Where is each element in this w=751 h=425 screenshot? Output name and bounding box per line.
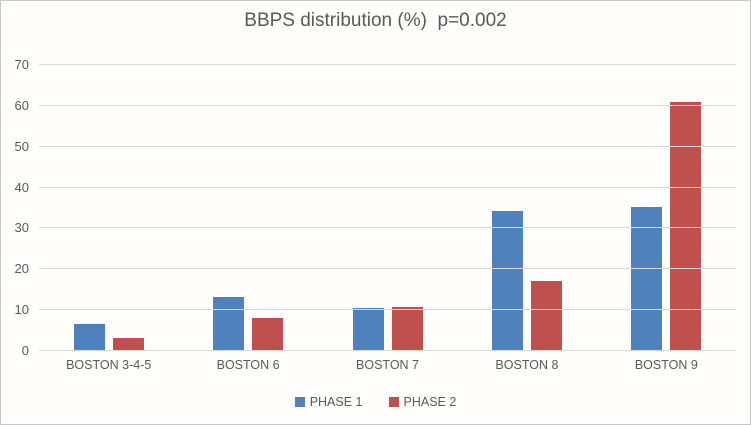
bar-groups [39, 65, 736, 351]
y-axis-tick-label-30: 30 [14, 220, 29, 236]
bar-phase-1-boston-6 [213, 296, 245, 351]
gridline-60 [39, 104, 736, 106]
bar-group-boston-9 [597, 65, 736, 351]
y-axis-tick-label-50: 50 [14, 138, 29, 154]
y-axis-tick-label-60: 60 [14, 97, 29, 113]
gridline-20 [39, 268, 736, 270]
bar-phase-1-boston-3-4-5 [73, 323, 105, 351]
x-axis-labels: BOSTON 3-4-5 BOSTON 6 BOSTON 7 BOSTON 8 BOST… [39, 358, 736, 372]
gridline-40 [39, 186, 736, 188]
bar-phase-2-boston-8 [530, 281, 562, 351]
bar-group-boston-7 [318, 65, 457, 351]
x-axis-label-boston-7: BOSTON 7 [356, 358, 419, 372]
y-axis-tick-label-70: 70 [14, 57, 29, 72]
bar-phase-2-boston-7 [391, 306, 423, 351]
y-axis-tick-label-20: 20 [14, 261, 29, 277]
bar-phase-2-boston-6 [252, 317, 284, 351]
y-axis-tick-label-40: 40 [14, 179, 29, 195]
bar-group-boston-3-4-5 [39, 65, 178, 351]
legend-label: PHASE 1 [309, 395, 363, 409]
bar-group-boston-6 [178, 65, 317, 351]
bar-phase-2-boston-9 [670, 101, 702, 351]
legend-swatch-icon [388, 397, 399, 407]
legend-swatch-icon [294, 397, 305, 407]
bar-phase-1-boston-9 [631, 206, 663, 351]
x-axis-label-boston-8: BOSTON 8 [495, 358, 559, 372]
legend-item-phase-1: PHASE 1 [294, 395, 363, 409]
gridline-10 [39, 309, 736, 311]
gridline-30 [39, 227, 736, 229]
legend-item-phase-2: PHASE 2 [388, 395, 457, 409]
bar-phase-1-boston-8 [491, 211, 523, 351]
y-axis-tick-label-10: 10 [14, 302, 29, 318]
legend-label: PHASE 2 [403, 395, 457, 409]
bar-group-boston-8 [457, 65, 596, 351]
legend: PHASE 1 PHASE 2 [1, 395, 750, 409]
x-axis-label-boston-9: BOSTON 9 [634, 358, 698, 372]
bar-phase-1-boston-7 [352, 307, 384, 351]
x-axis-label-boston-3-4-5: BOSTON 3-4-5 [66, 358, 152, 372]
gridline-50 [39, 145, 736, 147]
y-axis-tick-label-0: 0 [21, 343, 29, 358]
plot-area [39, 64, 736, 351]
bar-phase-2-boston-3-4-5 [112, 337, 144, 351]
gridline-0 [39, 350, 736, 351]
chart-title: BBPS distribution (%) p=0.002 [244, 10, 507, 31]
x-axis-label-boston-6: BOSTON 6 [216, 358, 280, 372]
gridline-70 [39, 64, 736, 65]
